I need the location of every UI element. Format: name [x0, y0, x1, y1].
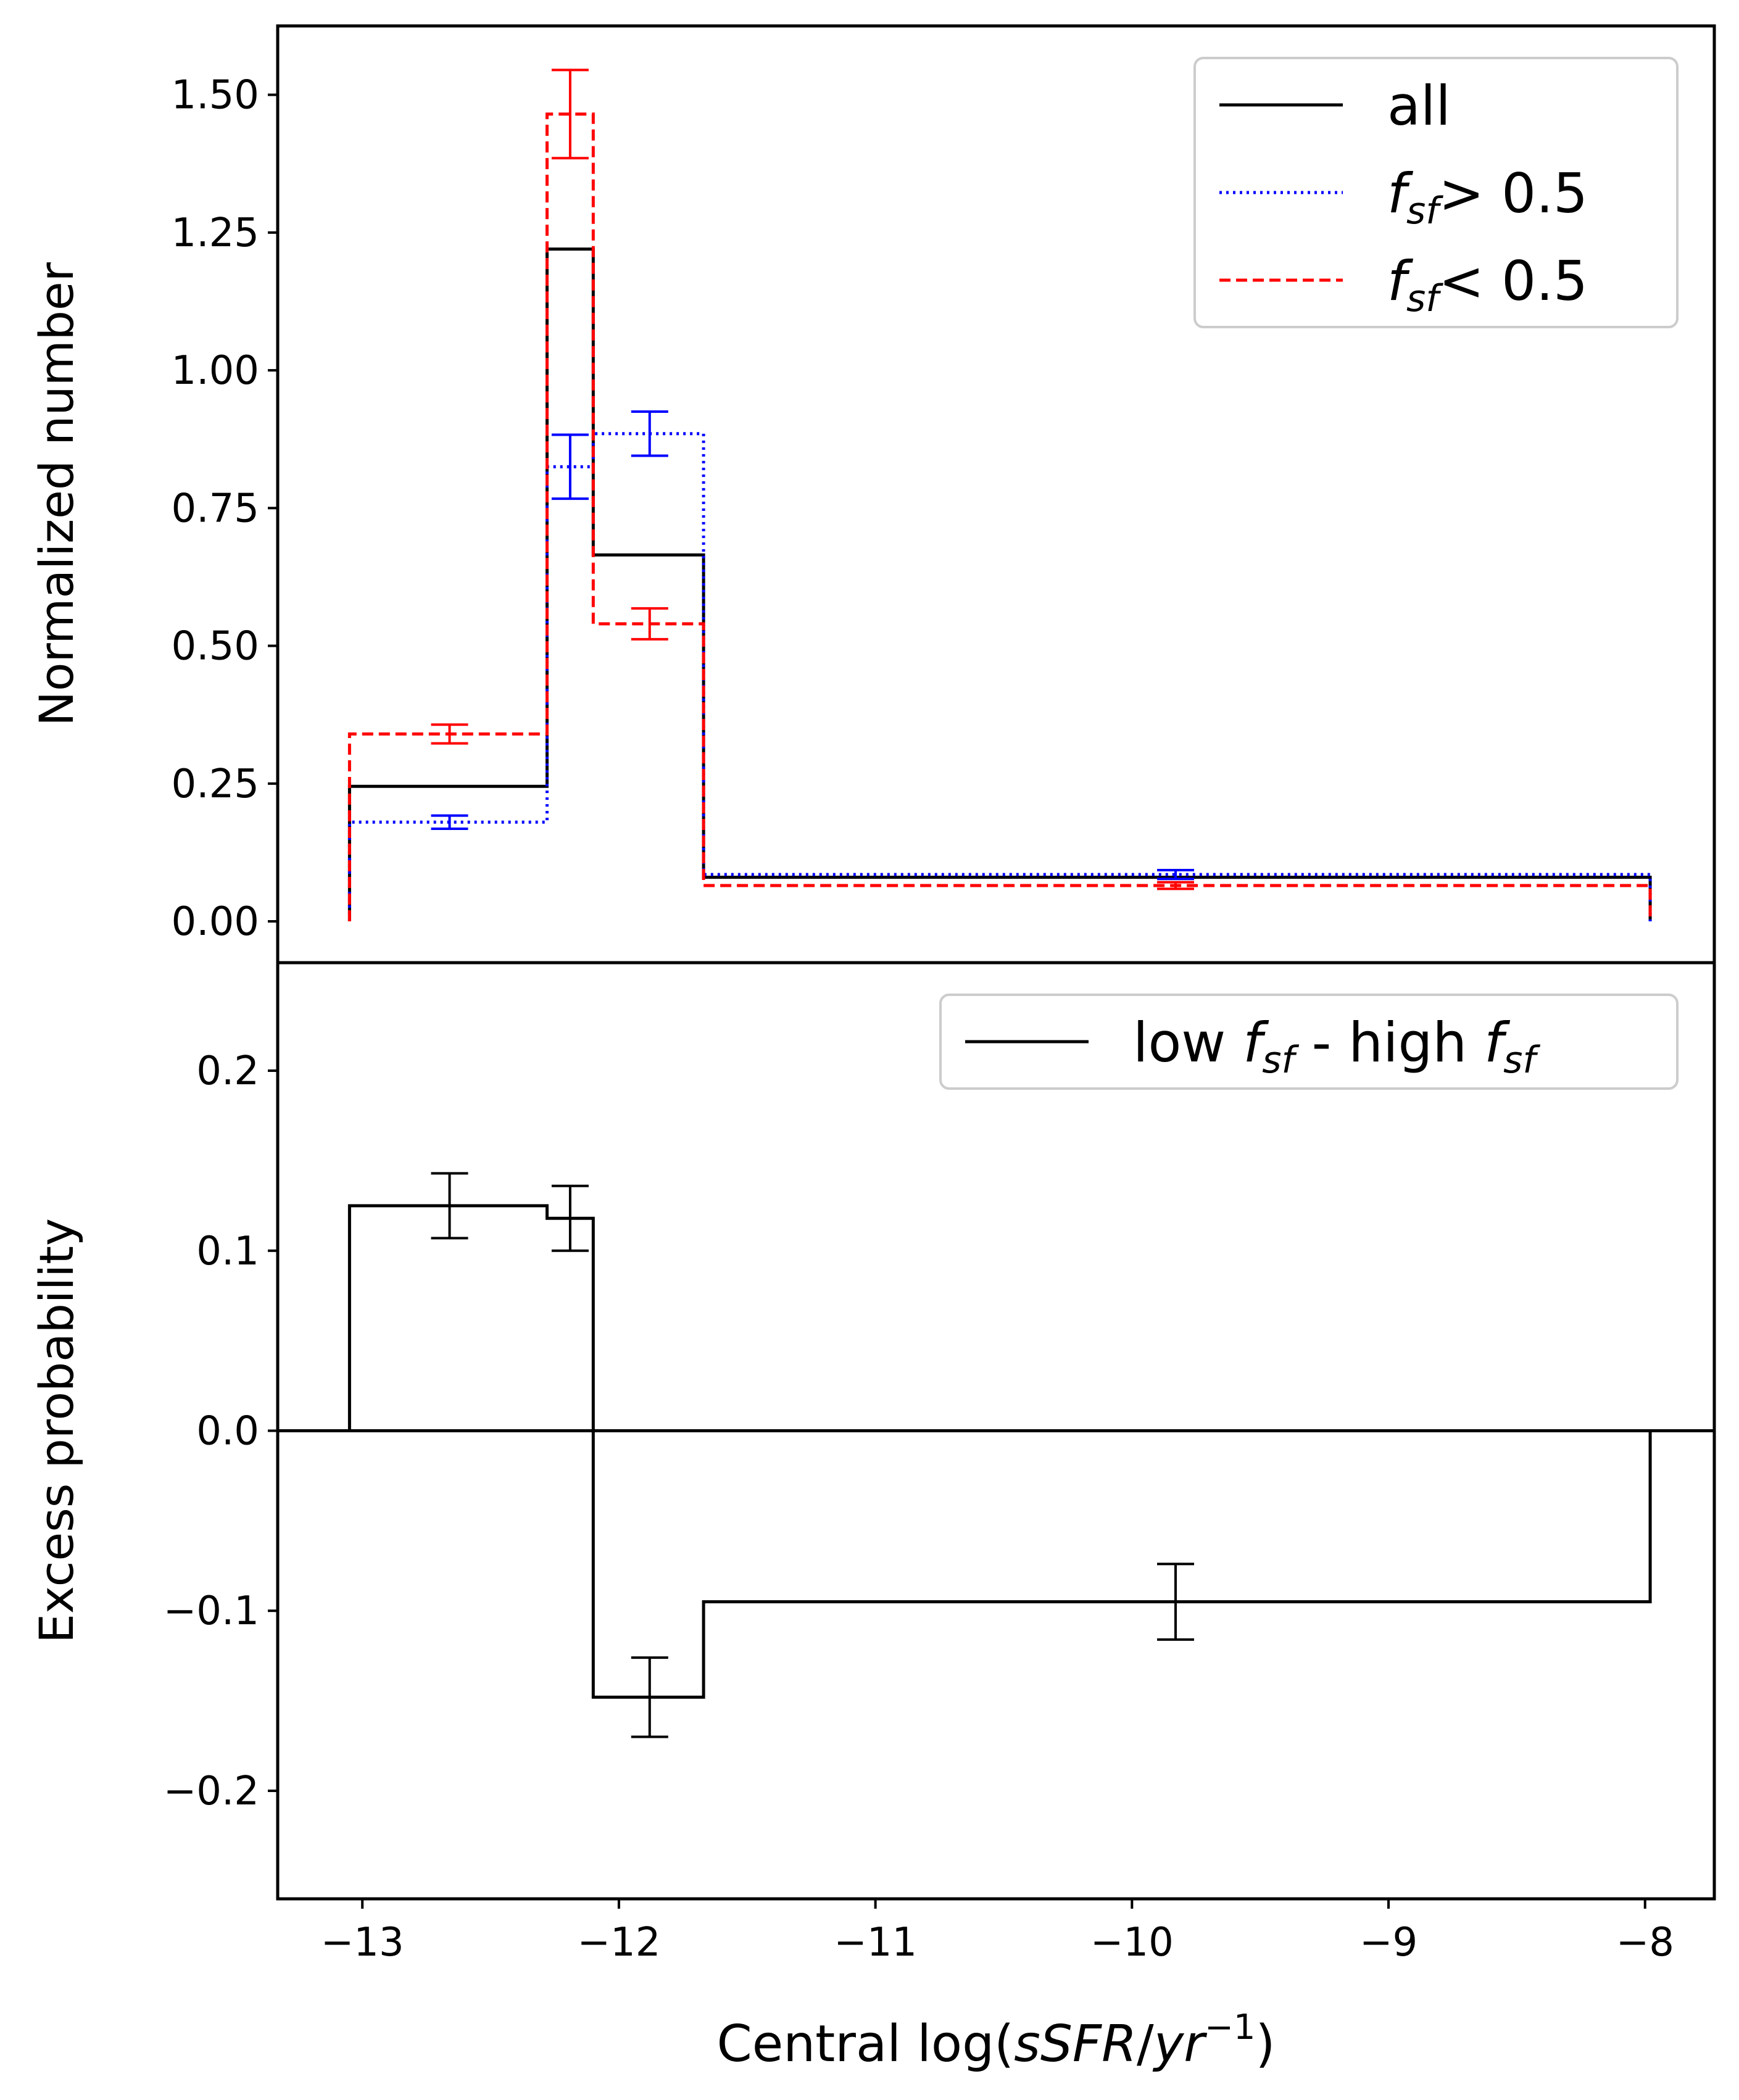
- errorbar-top-1-0: [431, 814, 468, 831]
- y-tick-label: 0.2: [196, 1048, 259, 1094]
- y-tick-label: 0.75: [172, 486, 260, 531]
- y-tick-label: 1.50: [172, 73, 260, 118]
- x-axis-label-part: Central log(: [716, 2015, 1014, 2073]
- legend-label-part: - high: [1295, 1011, 1485, 1074]
- y-axis-label: Normalized number: [29, 262, 84, 726]
- y-tick-label: 0.1: [196, 1229, 259, 1274]
- legend-label: fsf> 0.5: [1387, 162, 1588, 233]
- series-bottom-0-step: [347, 1204, 1652, 1699]
- legend-box: [1193, 57, 1679, 328]
- errorbar-bottom-0-2: [631, 1656, 668, 1738]
- panel-bottom: −0.2 −0.1 0.0 0.1 0.2 Excess probability −13 −1…: [29, 961, 1716, 2073]
- errorbar-bottom-0-0: [431, 1172, 468, 1240]
- legend-label-part: sf: [1262, 1039, 1299, 1082]
- y-tick-label: −0.1: [164, 1588, 259, 1634]
- series-top-0-step: [347, 247, 1652, 922]
- legend-label: all: [1387, 74, 1451, 138]
- x-axis-label-part: −1: [1205, 2007, 1256, 2048]
- legend-label-part: sf: [1406, 277, 1443, 320]
- legend-label: low fsf - high fsf: [1133, 1011, 1540, 1082]
- legend-label-part: < 0.5: [1438, 249, 1588, 313]
- x-tick-label: −9: [1359, 1920, 1417, 1965]
- series-top-1-step: [347, 432, 1652, 922]
- legend-bottom: low fsf - high fsf: [939, 994, 1679, 1090]
- x-axis-label-part: yr: [1152, 2015, 1208, 2073]
- legend-label-part: sf: [1406, 189, 1443, 233]
- x-tick-label: −10: [1090, 1920, 1174, 1965]
- y-tick-label: 0.00: [172, 899, 260, 945]
- x-tick-label: −13: [321, 1920, 404, 1965]
- legend-label-part: all: [1387, 74, 1451, 138]
- y-tick-label: 0.0: [196, 1409, 259, 1455]
- legend-label-part: > 0.5: [1438, 162, 1588, 225]
- x-tick-label: −11: [834, 1920, 917, 1965]
- errorbar-bottom-0-3: [1157, 1563, 1194, 1641]
- series-top-2-step: [347, 112, 1652, 922]
- errorbar-top-2-0: [431, 723, 468, 745]
- legend-top: all fsf> 0.5 fsf< 0.5: [1193, 57, 1679, 328]
- x-axis-label: Central log(sSFR/yr−1): [716, 2007, 1275, 2073]
- panel-top: 0.00 0.25 0.50 0.75 1.00 1.25 1.50 Normalized n…: [29, 24, 1716, 965]
- errorbar-top-2-2: [631, 607, 668, 641]
- x-axis-label-part: ): [1256, 2015, 1276, 2073]
- legend-box: [939, 994, 1679, 1090]
- errorbar-top-1-1: [551, 433, 589, 500]
- y-tick-label: 1.00: [172, 348, 260, 394]
- legend-label: fsf< 0.5: [1387, 249, 1588, 320]
- errorbar-bottom-0-1: [551, 1184, 589, 1252]
- x-axis-label-part: /: [1137, 2015, 1154, 2073]
- errorbar-top-2-1: [551, 68, 589, 160]
- legend-label-part: sf: [1503, 1039, 1540, 1082]
- x-tick-label: −8: [1616, 1920, 1674, 1965]
- x-axis-label-part: sSFR: [1014, 2015, 1137, 2073]
- legend-label-part: low: [1133, 1011, 1243, 1074]
- y-tick-label: −0.2: [164, 1769, 259, 1814]
- y-tick-label: 0.50: [172, 624, 260, 670]
- y-axis-label: Excess probability: [29, 1218, 84, 1643]
- x-tick-label: −12: [577, 1920, 660, 1965]
- y-tick-label: 0.25: [172, 762, 260, 807]
- errorbar-top-1-2: [631, 410, 668, 457]
- errorbar-top-1-3: [1157, 868, 1194, 881]
- y-tick-label: 1.25: [172, 210, 260, 256]
- errorbar-top-2-3: [1157, 881, 1194, 890]
